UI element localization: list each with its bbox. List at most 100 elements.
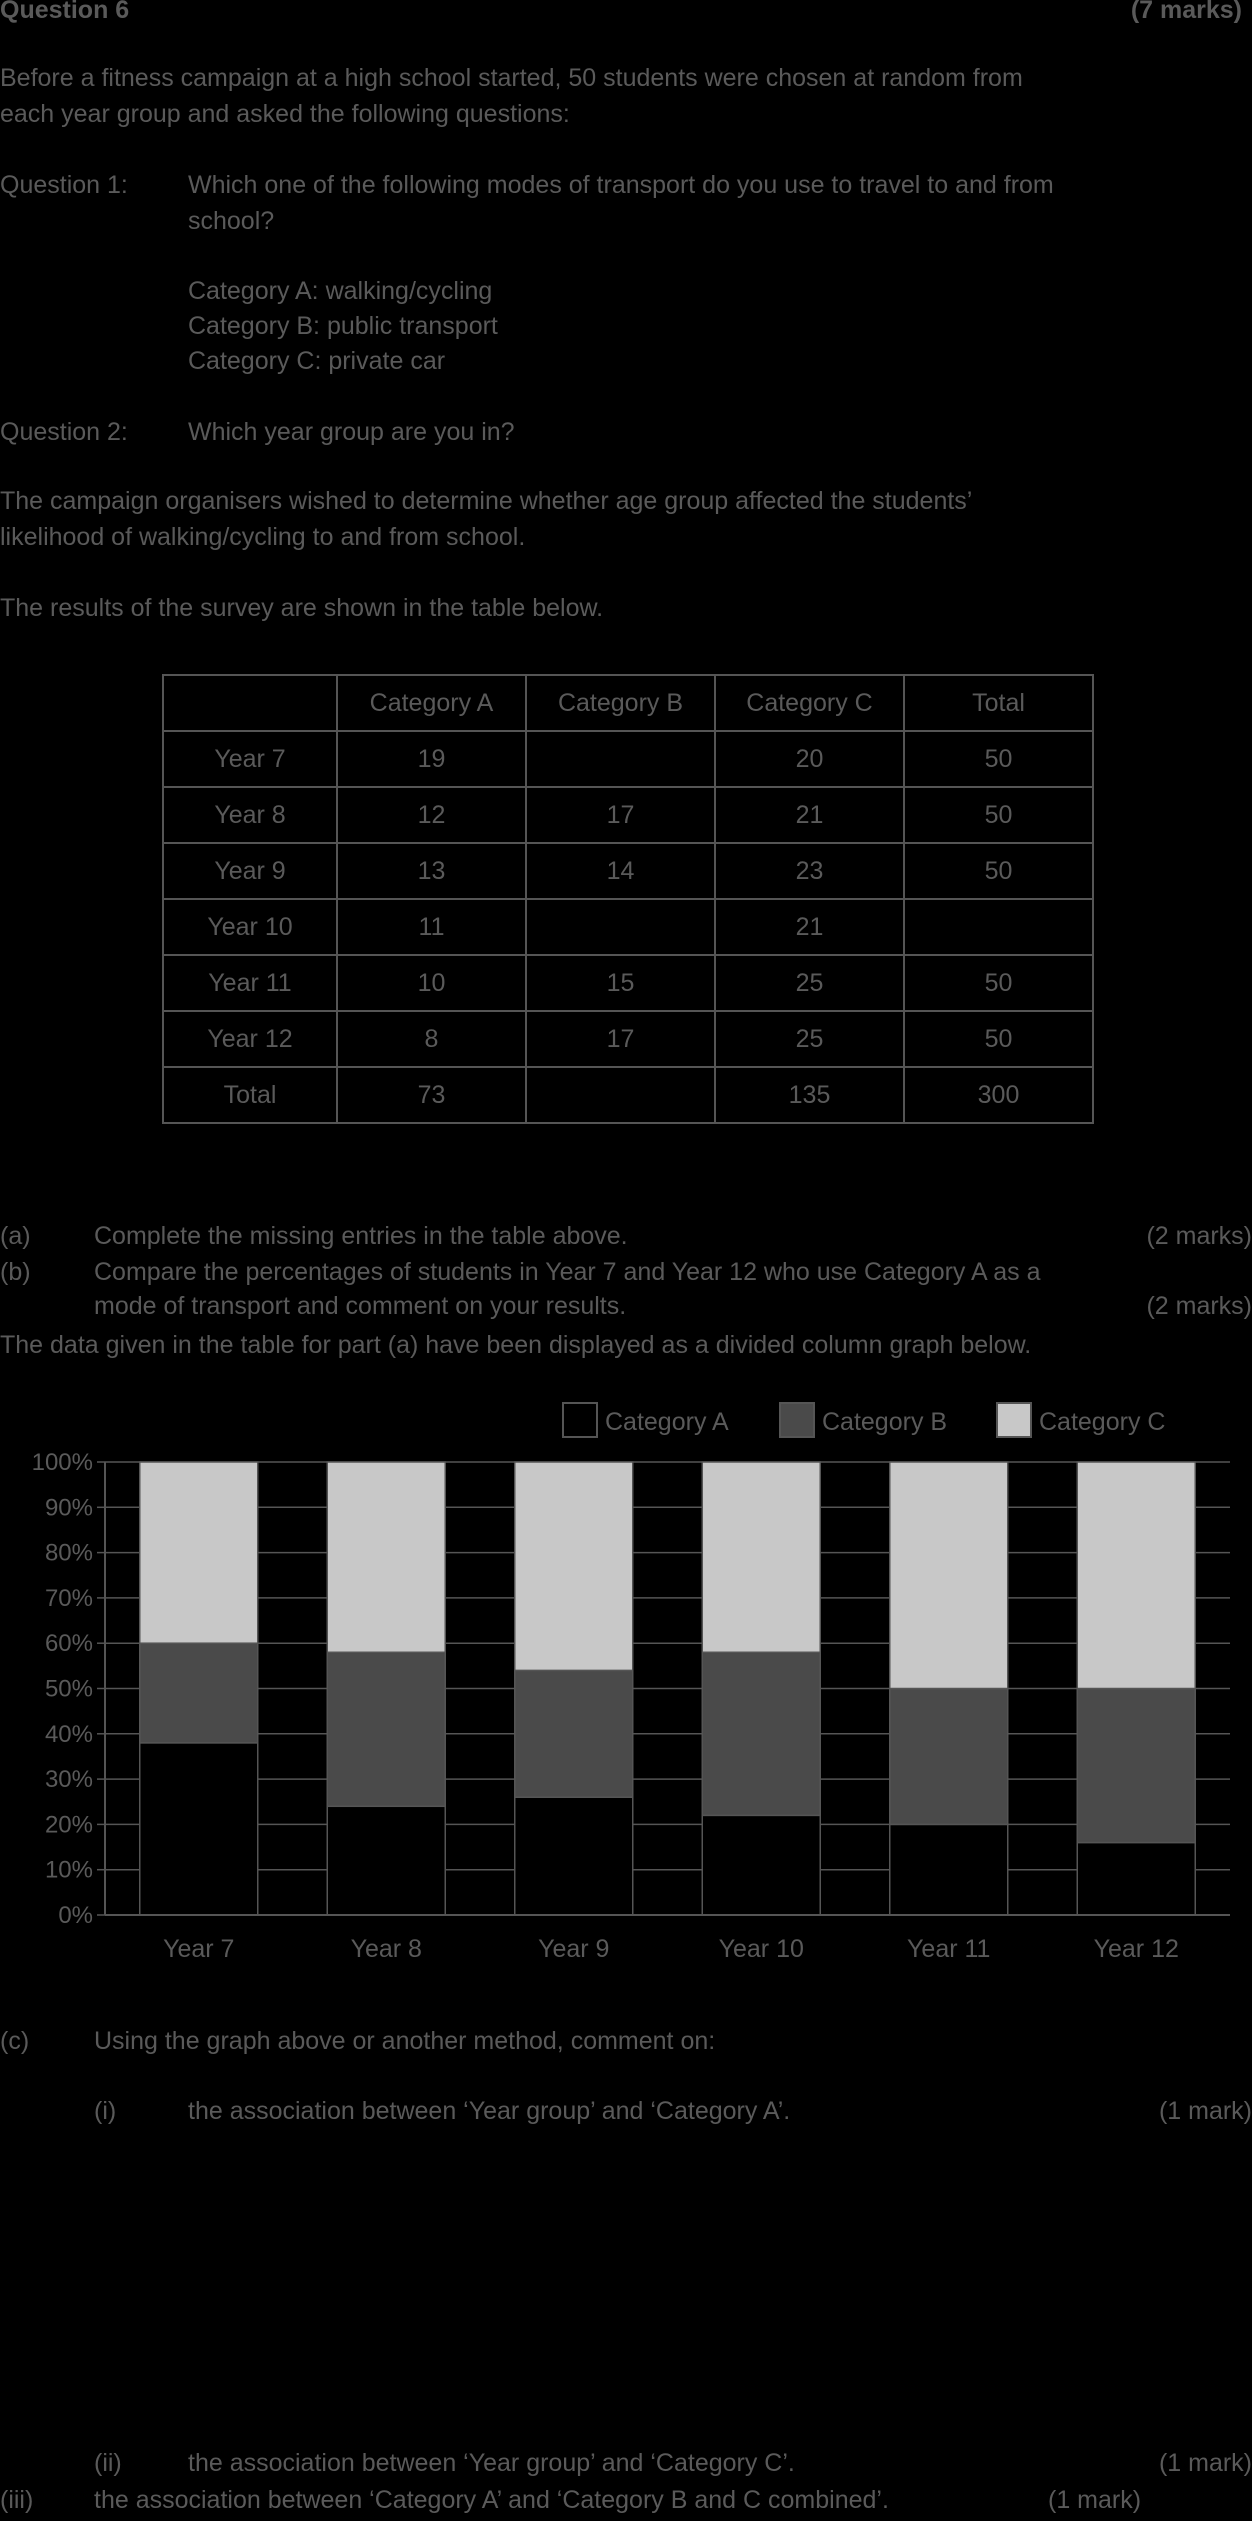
table-row: Year 8 12 17 21 50	[162, 786, 1094, 844]
table-cell: 10	[336, 954, 527, 1012]
bar-segment	[1076, 1461, 1196, 1690]
part-a-marks: (2 marks)	[1146, 1222, 1252, 1250]
category-b-def: Category B: public transport	[188, 312, 498, 340]
bar-segment	[514, 1796, 634, 1916]
table-cell: 21	[714, 898, 905, 956]
x-tick-label: Year 7	[163, 1935, 234, 1963]
bar-segment	[889, 1461, 1009, 1690]
table-cell	[525, 898, 716, 956]
table-row: Year 9 13 14 23 50	[162, 842, 1094, 900]
table-cell: 17	[525, 786, 716, 844]
bar-segment	[326, 1805, 446, 1916]
table-row: Year 11 10 15 25 50	[162, 954, 1094, 1012]
table-header-row: Category A Category B Category C Total	[162, 674, 1094, 732]
table-cell: Year 10	[162, 898, 338, 956]
legend-swatch	[562, 1402, 598, 1438]
table-cell: 21	[714, 786, 905, 844]
table-cell: 50	[903, 786, 1094, 844]
table-cell: 50	[903, 730, 1094, 788]
table-cell: 50	[903, 842, 1094, 900]
part-c-ii-label: (ii)	[94, 2449, 122, 2477]
question-title: Question 6	[0, 0, 130, 24]
table-header-cell: Category B	[525, 674, 716, 732]
part-c-ii-text: the association between ‘Year group’ and…	[188, 2449, 795, 2477]
purpose-line-2: likelihood of walking/cycling to and fro…	[0, 523, 526, 551]
part-a-label: (a)	[0, 1222, 31, 1250]
legend-label: Category C	[1039, 1408, 1165, 1436]
x-tick-label: Year 12	[1094, 1935, 1179, 1963]
legend-label: Category A	[605, 1408, 729, 1436]
q2-text: Which year group are you in?	[188, 418, 515, 446]
bar-segment	[139, 1742, 259, 1916]
part-b-marks: (2 marks)	[1146, 1292, 1252, 1320]
part-c-text: Using the graph above or another method,…	[94, 2027, 716, 2055]
part-c-iii-marks: (1 mark)	[1048, 2486, 1142, 2514]
question-marks: (7 marks)	[1130, 0, 1242, 24]
x-tick-label: Year 8	[351, 1935, 422, 1963]
bar-segment	[1076, 1841, 1196, 1916]
x-tick-label: Year 9	[538, 1935, 609, 1963]
y-tick-label: 80%	[45, 1540, 93, 1567]
bar-segment	[514, 1461, 634, 1672]
table-row: Year 10 11 21	[162, 898, 1094, 956]
y-tick-label: 50%	[45, 1676, 93, 1703]
table-cell: Year 8	[162, 786, 338, 844]
part-c-iii-label: (iii)	[0, 2486, 34, 2514]
part-c-iii-text: the association between ‘Category A’ and…	[94, 2486, 889, 2514]
q1-text-1: Which one of the following modes of tran…	[188, 171, 1054, 199]
legend-swatch	[779, 1402, 815, 1438]
y-tick-label: 30%	[45, 1766, 93, 1793]
bar-segment	[701, 1814, 821, 1916]
bar-segment	[326, 1461, 446, 1654]
category-c-def: Category C: private car	[188, 347, 446, 375]
part-b-text-1: Compare the percentages of students in Y…	[94, 1258, 1041, 1286]
table-cell: 50	[903, 1010, 1094, 1068]
part-c-i-text: the association between ‘Year group’ and…	[188, 2097, 791, 2125]
table-cell: 14	[525, 842, 716, 900]
table-cell: 20	[714, 730, 905, 788]
table-cell: Year 12	[162, 1010, 338, 1068]
table-total-row: Total 73 135 300	[162, 1066, 1094, 1124]
divided-column-graph: Category A Category B Category C 0% 10% 20% 3…	[32, 1402, 1230, 1963]
table-cell: 23	[714, 842, 905, 900]
table-cell: 50	[903, 954, 1094, 1012]
y-tick-label: 10%	[45, 1857, 93, 1884]
y-tick-label: 60%	[45, 1630, 93, 1657]
category-a-def: Category A: walking/cycling	[188, 277, 493, 305]
table-header-cell: Category A	[336, 674, 527, 732]
table-cell: Year 7	[162, 730, 338, 788]
x-tick-label: Year 10	[719, 1935, 804, 1963]
table-header-cell	[162, 674, 338, 732]
legend-swatch	[996, 1402, 1032, 1438]
y-tick-label: 90%	[45, 1494, 93, 1521]
intro-line-2: each year group and asked the following …	[0, 100, 570, 128]
q1-text-2: school?	[188, 207, 275, 235]
bar-segment	[514, 1669, 634, 1798]
table-cell: 135	[714, 1066, 905, 1124]
part-c-label: (c)	[0, 2027, 30, 2055]
table-header-cell: Category C	[714, 674, 905, 732]
part-c-ii-marks: (1 mark)	[1158, 2449, 1252, 2477]
y-tick-label: 0%	[58, 1902, 93, 1929]
bar-segment	[701, 1651, 821, 1817]
q1-label: Question 1:	[0, 171, 128, 199]
y-tick-label: 70%	[45, 1585, 93, 1612]
results-table: Category A Category B Category C Total Y…	[162, 674, 1094, 1124]
graph-intro: The data given in the table for part (a)…	[0, 1331, 1032, 1359]
table-cell: Year 9	[162, 842, 338, 900]
bar-segment	[701, 1461, 821, 1654]
table-cell: 73	[336, 1066, 527, 1124]
table-cell	[903, 898, 1094, 956]
bar-segment	[139, 1642, 259, 1744]
bar-segment	[139, 1461, 259, 1644]
purpose-line-1: The campaign organisers wished to determ…	[0, 487, 973, 515]
part-b-label: (b)	[0, 1258, 31, 1286]
table-cell: Total	[162, 1066, 338, 1124]
bar-segment	[889, 1823, 1009, 1916]
part-c-i-marks: (1 mark)	[1158, 2097, 1252, 2125]
table-cell: 13	[336, 842, 527, 900]
y-tick-label: 100%	[32, 1449, 93, 1476]
table-row: Year 12 8 17 25 50	[162, 1010, 1094, 1068]
legend-label: Category B	[822, 1408, 947, 1436]
results-text: The results of the survey are shown in t…	[0, 594, 604, 622]
